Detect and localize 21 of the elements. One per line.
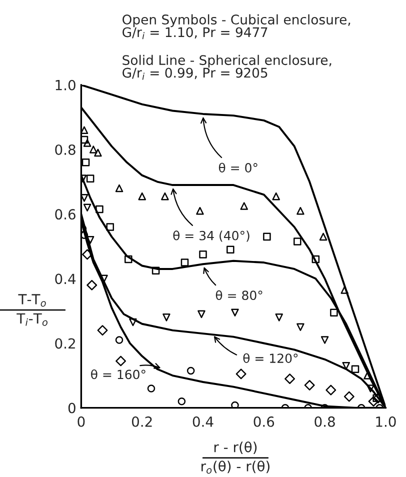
x-tick-label: 1.0 xyxy=(376,416,396,427)
annotation: θ = 0° xyxy=(218,162,258,172)
x-tick-label: 0.6 xyxy=(254,416,274,427)
x-tick-label: 0 xyxy=(78,416,85,427)
y-tick-label: 0.8 xyxy=(55,144,76,155)
x-tick-label: 0.8 xyxy=(314,416,335,427)
x-tick-label: 0.4 xyxy=(192,416,214,427)
annotation: θ = 120° xyxy=(243,353,298,364)
y-tick-label: 0 xyxy=(68,402,76,414)
y-tick-label: 1.0 xyxy=(56,80,76,90)
text: Solid Line - Spherical enclosure, G/r$_{i}$ = 0.99, Pr = 9205 xyxy=(122,54,332,80)
y-tick-label: 0.2 xyxy=(55,338,75,349)
annotation: θ = 80° xyxy=(216,290,262,300)
x-tick-label: 0.2 xyxy=(132,416,152,427)
text: T-T$_{o}$ T$_{i}$-T$_{o}$ xyxy=(16,294,48,326)
annotation: θ = 34 (40°) xyxy=(173,230,250,242)
x-axis-title: r - r(θ) r$_{o}$(θ) - r(θ) xyxy=(202,442,270,474)
y-tick-label: 0.4 xyxy=(55,274,76,284)
annotation: θ = 160° xyxy=(91,369,146,380)
y-tick-label: 0.6 xyxy=(55,209,76,220)
text: Open Symbols - Cubical enclosure, G/r$_{i}$ = 1.10, Pr = 9477 xyxy=(122,14,350,40)
